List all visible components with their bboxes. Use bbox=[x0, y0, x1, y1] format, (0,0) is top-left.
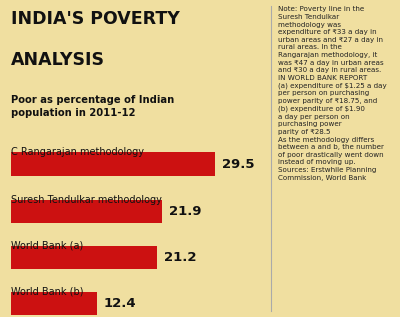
Bar bbox=[11, 292, 96, 315]
Text: World Bank (b): World Bank (b) bbox=[11, 287, 83, 297]
Bar bbox=[11, 200, 162, 223]
Bar bbox=[11, 152, 215, 176]
Text: INDIA'S POVERTY: INDIA'S POVERTY bbox=[11, 10, 180, 28]
Text: Poor as percentage of Indian
population in 2011-12: Poor as percentage of Indian population … bbox=[11, 95, 174, 118]
Text: ANALYSIS: ANALYSIS bbox=[11, 51, 105, 69]
Bar bbox=[11, 246, 158, 269]
Text: World Bank (a): World Bank (a) bbox=[11, 241, 83, 251]
Text: Note: Poverty line in the
Suresh Tendulkar
methodology was
expenditure of ₹33 a : Note: Poverty line in the Suresh Tendulk… bbox=[278, 6, 387, 181]
Text: 12.4: 12.4 bbox=[103, 297, 136, 310]
Text: 21.9: 21.9 bbox=[169, 205, 202, 218]
Text: 21.2: 21.2 bbox=[164, 251, 197, 264]
Text: Suresh Tendulkar methodology: Suresh Tendulkar methodology bbox=[11, 195, 162, 205]
Text: 29.5: 29.5 bbox=[222, 158, 254, 171]
Text: C Rangarajan methodology: C Rangarajan methodology bbox=[11, 147, 144, 158]
